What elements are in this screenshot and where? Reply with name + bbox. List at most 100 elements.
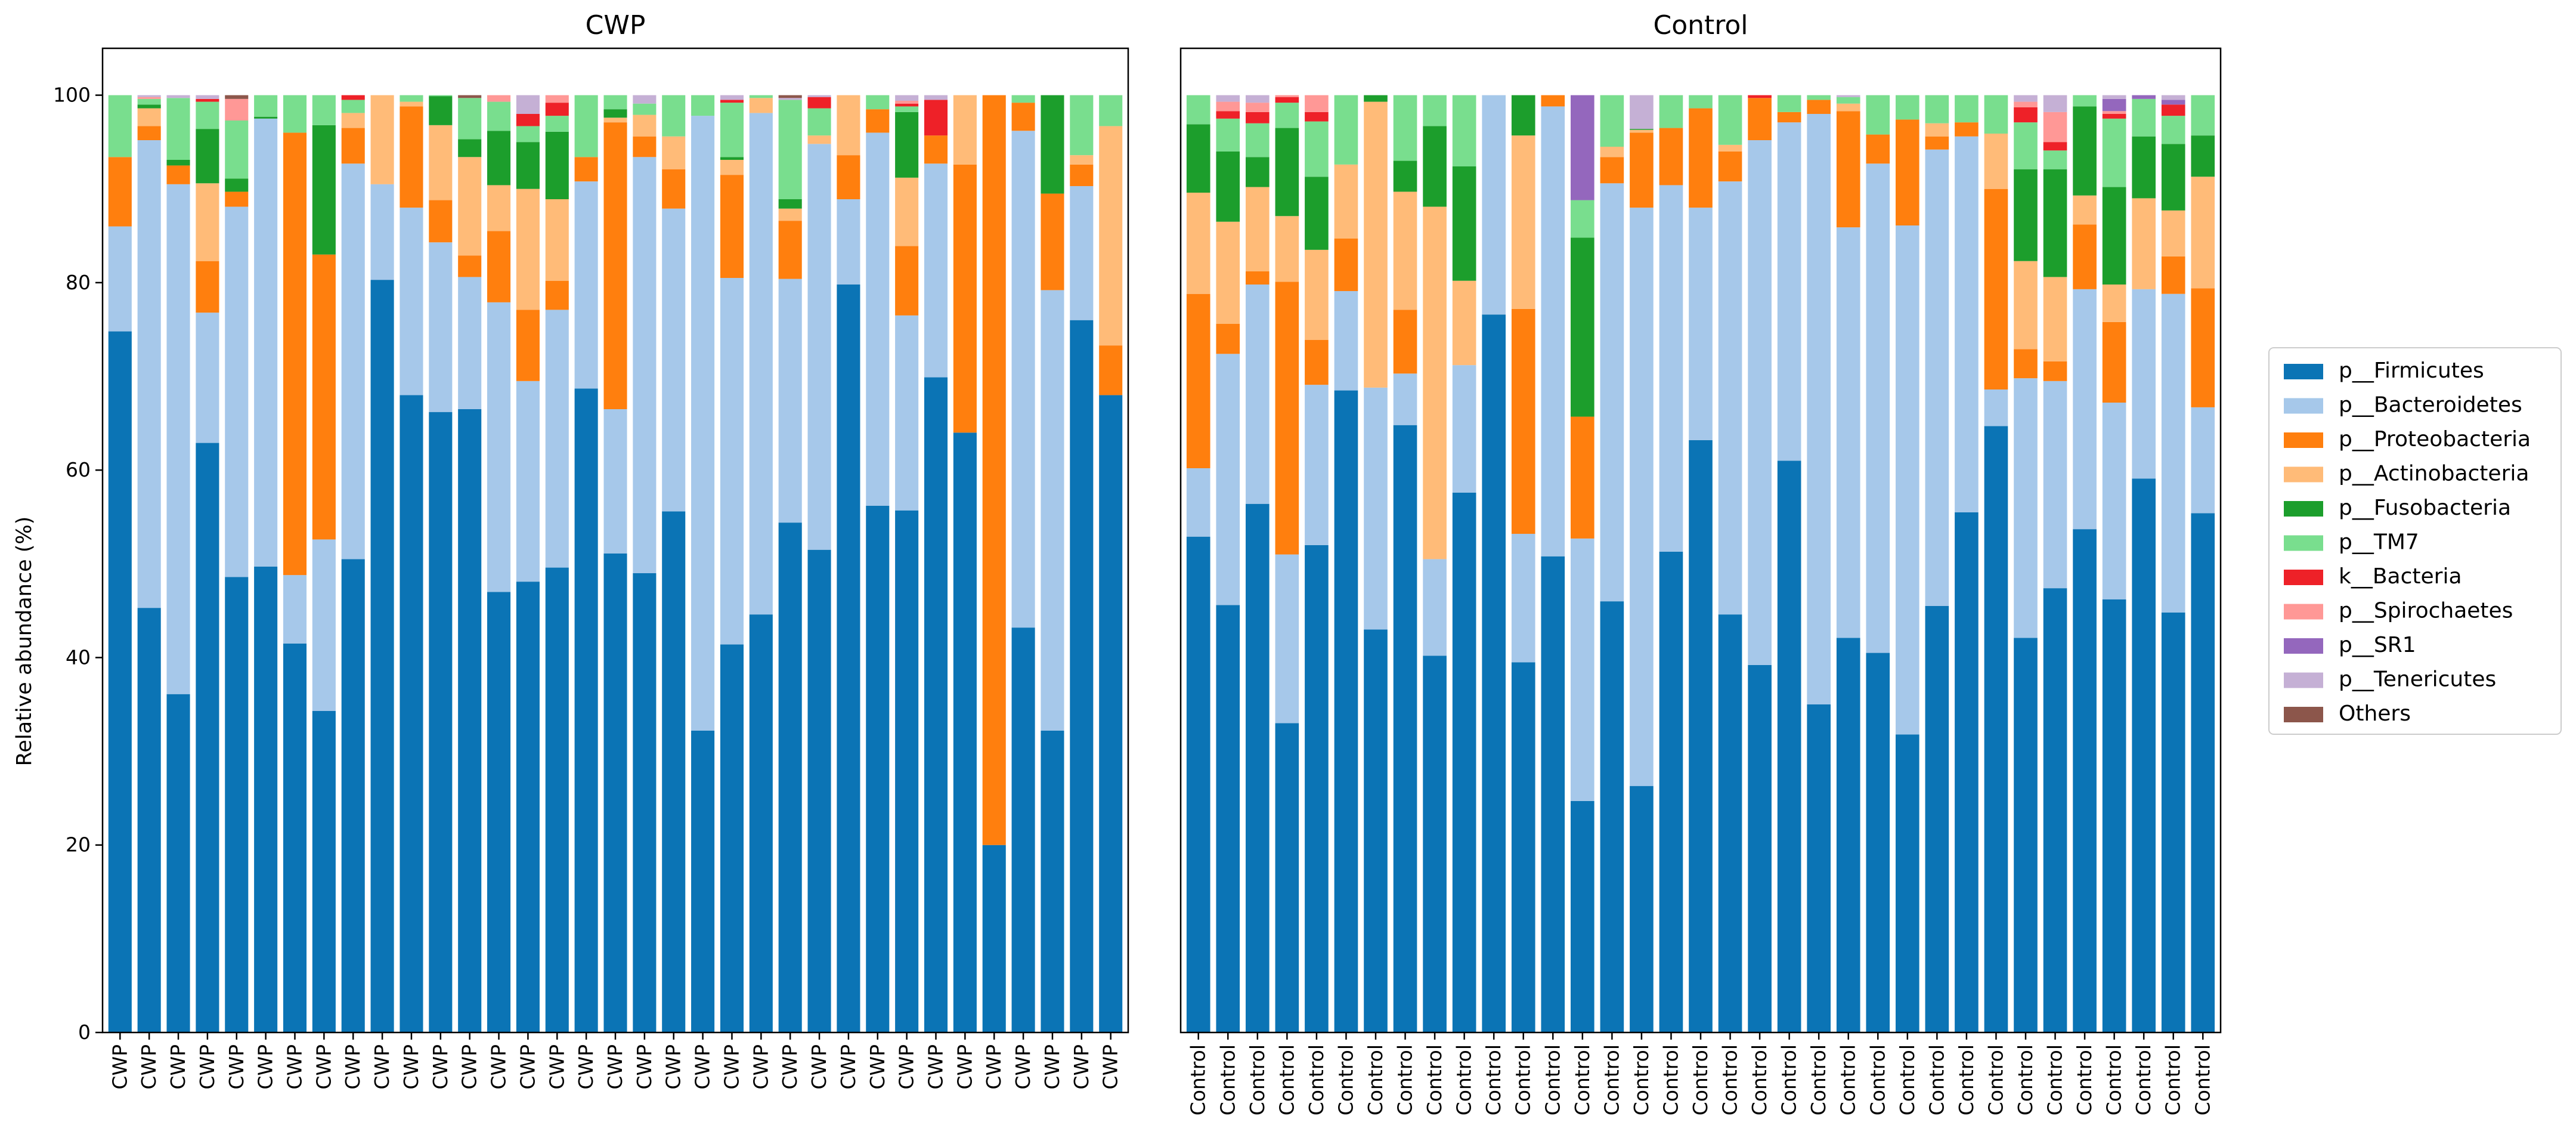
bar-segment-pactinobacteria [2191,177,2215,289]
legend-item: p__Tenericutes [2284,667,2496,692]
bar-segment-pactinobacteria [1216,221,1240,324]
bar-segment-pactinobacteria [1393,191,1417,310]
sample-bar-stack [1866,95,1890,1032]
bar-segment-pactinobacteria [837,95,860,156]
legend: p__Firmicutes p__Bacteroidetes p__Proteoba… [2268,347,2562,735]
legend-swatch [2284,535,2323,551]
x-tick-label: Control [1364,1044,1387,1115]
x-tick-label: Control [1394,1044,1417,1115]
sample-bar-stack [1070,95,1094,1033]
bar-segment-ptm7 [1718,95,1742,145]
bar-segment-pactinobacteria [1836,103,1860,112]
bar-segment-pproteobacteria [1216,324,1240,354]
bar-segment-pproteobacteria [1275,282,1299,555]
bar-segment-pbacteroidetes [603,409,627,554]
legend-swatch [2284,501,2323,517]
bar-segment-ptm7 [1423,95,1447,126]
bar-segment-pfirmicutes [429,412,453,1033]
bar-segment-psr1 [2161,100,2185,105]
bar-segment-pfusobacteria [166,160,190,166]
bar-segment-pbacteroidetes [2191,407,2215,514]
sample-bar-stack [1659,95,1683,1032]
bar-segment-ptm7 [2132,98,2156,137]
bar-segment-pbacteroidetes [837,199,860,285]
bar-segment-pactinobacteria [1423,206,1447,559]
sample-bar-stack [837,95,860,1032]
bar-segment-pproteobacteria [924,135,948,164]
bar-segment-pfirmicutes [1511,662,1535,1032]
legend-swatch [2284,707,2323,722]
bar-segment-ptm7 [720,103,744,157]
bar-segment-pbacteroidetes [1630,208,1654,786]
x-tick-label: Control [2014,1044,2037,1115]
bar-segment-pspirochaetes [1275,95,1299,97]
bar-segment-pfirmicutes [720,644,744,1032]
x-tick-label: Control [1778,1044,1801,1115]
bar-segment-ptm7 [458,98,482,140]
sample-bar-stack [1925,95,1949,1032]
bar-segment-pfirmicutes [545,567,569,1032]
sample-bar-stack [166,95,190,1032]
bar-segment-ptenericutes [2102,95,2126,99]
bar-segment-pspirochaetes [1216,101,1240,112]
x-tick-label: CWP [196,1044,219,1090]
bar-segment-pfirmicutes [1364,629,1388,1032]
bar-segment-pbacteroidetes [1070,186,1094,320]
bar-segment-pactinobacteria [807,135,831,144]
bar-segment-pfirmicutes [807,549,831,1032]
bar-segment-pfirmicutes [866,505,890,1032]
sample-bar-stack [807,95,831,1032]
bar-segment-pspirochaetes [2043,112,2067,143]
bar-segment-pbacteroidetes [1541,106,1565,557]
x-tick-label: CWP [778,1044,801,1090]
bar-segment-pfirmicutes [1984,426,2008,1032]
x-tick-label: Control [1541,1044,1564,1115]
sample-bar-stack [1482,95,1506,1032]
bar-segment-ptenericutes [196,95,219,99]
bar-segment-pbacteroidetes [1305,385,1329,545]
panel-frame-control [1179,47,2222,1034]
bar-segment-pfusobacteria [1511,95,1535,136]
bar-segment-pbacteroidetes [1718,181,1742,615]
bar-segment-pbacteroidetes [1896,225,1919,735]
x-tick-label: Control [1866,1044,1889,1115]
bar-segment-pfusobacteria [1364,95,1388,102]
bar-segment-pfirmicutes [1393,425,1417,1032]
sample-bar-stack [1423,95,1447,1032]
bars-control [1186,95,2215,1032]
x-tick-label: CWP [982,1044,1005,1090]
bar-segment-pbacteroidetes [196,313,219,443]
bar-segment-pactinobacteria [2014,261,2038,350]
sample-bar-stack [545,95,569,1032]
sample-bar-stack [1011,95,1035,1032]
bar-segment-pfusobacteria [2132,136,2156,199]
bar-segment-pproteobacteria [341,128,365,164]
bar-segment-ptenericutes [1216,95,1240,102]
bar-segment-pfirmicutes [137,608,161,1032]
bar-segment-pbacteroidetes [895,315,919,511]
bar-segment-pfirmicutes [895,510,919,1032]
sample-bar-stack [2191,95,2215,1032]
bar-segment-pbacteroidetes [1334,291,1358,391]
x-tick-label: Control [1246,1044,1269,1115]
bar-segment-ptm7 [1216,118,1240,152]
bar-segment-pfusobacteria [2014,169,2038,261]
bar-segment-pfirmicutes [749,614,773,1032]
bar-segment-pfirmicutes [312,711,336,1032]
x-tick-label: Control [1659,1044,1682,1115]
bar-segment-pfirmicutes [1689,440,1713,1032]
bar-segment-pbacteroidetes [1807,114,1831,704]
sample-bar-stack [487,95,511,1032]
sample-bar-stack [633,95,657,1032]
bar-segment-ptm7 [2043,150,2067,169]
bar-segment-ptenericutes [1630,95,1654,129]
x-tick-labels-cwp: CWP CWP CWP CWP CWP CWP CWP CWP CWP CWP CWP CWP CWP C… [108,1032,1122,1090]
bar-segment-kbacteria [720,100,744,103]
bar-segment-pproteobacteria [1689,108,1713,208]
legend-label: p__Actinobacteria [2339,462,2529,486]
x-tick-label: CWP [137,1044,160,1090]
bar-segment-pfirmicutes [633,573,657,1032]
bar-segment-ptm7 [1011,95,1035,103]
bar-segment-pfirmicutes [2161,613,2185,1032]
bar-segment-pfusobacteria [312,125,336,255]
